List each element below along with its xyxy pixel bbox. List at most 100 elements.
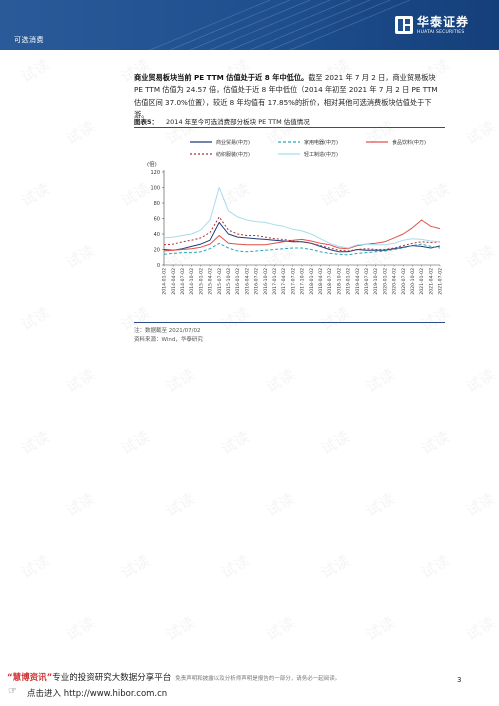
x-tick-label: 2016-10-02 [263,268,269,295]
figure-rule-bottom [134,322,445,323]
watermark-text: 试读 [62,613,98,645]
x-tick-label: 2015-07-02 [217,268,223,295]
figure-caption: 2014 年至今可选消费部分板块 PE TTM 估值情况 [166,118,310,126]
footer-link[interactable]: 点击进入 http://www.hibor.com.cn [27,689,168,699]
watermark-text: 试读 [417,551,453,583]
page-header: 可选消费 华泰证券 HUATAI SECURITIES [0,0,499,50]
x-tick-label: 2019-04-02 [355,268,361,295]
x-tick-label: 2015-01-02 [198,268,204,295]
body-paragraph: 商业贸易板块当前 PE TTM 估值处于近 8 年中低位。截至 2021 年 7… [134,72,444,121]
watermark-text: 试读 [317,427,353,459]
watermark-text: 试读 [162,365,198,397]
watermark-text: 试读 [117,427,153,459]
footer-brand: “慧博资讯” [7,673,53,683]
x-tick-label: 2018-07-02 [327,268,333,295]
x-tick-label: 2020-01-02 [382,268,388,295]
footer-brand-line: “慧博资讯”专业的投资研究大数据分享平台 免责声明和披露以及分析师声明是报告的一部… [7,671,340,683]
x-tick-label: 2018-01-02 [309,268,315,295]
pe-ttm-chart: 商业贸易(中万) 家用电器(中万) 食品饮料(中万) 纺织服装(中万) 轻工制造(中万)… [147,139,444,295]
legend-label: 食品饮料(中万) [392,139,426,146]
series-line [163,216,441,252]
watermark-text: 试读 [62,489,98,521]
figure-source: 资料来源：Wind，华泰研究 [134,337,203,343]
watermark-text: 试读 [17,427,53,459]
watermark-text: 试读 [462,241,498,273]
x-tick-label: 2016-04-02 [244,268,250,295]
legend-label: 商业贸易(中万) [216,139,250,146]
watermark-text: 试读 [362,613,398,645]
watermark-text: 试读 [362,365,398,397]
x-tick-label: 2021-04-02 [428,268,434,295]
series-line [163,219,441,252]
watermark-text: 试读 [462,365,498,397]
series-line [163,221,441,253]
watermark-text: 试读 [62,365,98,397]
y-tick-label: 40 [154,232,160,238]
x-tick-label: 2018-04-02 [318,268,324,295]
figure-title: 图表5： 2014 年至今可选消费部分板块 PE TTM 估值情况 [134,116,310,126]
figure-label: 图表5： [134,118,159,126]
watermark-text: 试读 [217,427,253,459]
watermark-text: 试读 [262,489,298,521]
legend-label: 纺织服装(中万) [216,151,250,158]
logo-icon [395,16,413,34]
figure-note: 注：数据截至 2021/07/02 [134,328,201,334]
huatai-logo: 华泰证券 HUATAI SECURITIES [395,13,490,39]
paragraph-lead: 商业贸易板块当前 PE TTM 估值处于近 8 年中低位。 [134,73,309,82]
series-line [163,242,441,256]
watermark-text: 试读 [62,117,98,149]
x-tick-label: 2014-07-02 [180,268,186,295]
x-tick-label: 2021-07-02 [438,268,444,295]
x-tick-label: 2014-01-02 [162,268,168,295]
figure-rule-top [134,127,445,128]
x-tick-label: 2019-07-02 [364,268,370,295]
legend-label: 轻工制造(中万) [304,151,338,158]
y-tick-label: 60 [154,216,160,222]
watermark-text: 试读 [117,551,153,583]
watermark-text: 试读 [217,551,253,583]
section-title: 可选消费 [14,36,44,44]
watermark-text: 试读 [462,613,498,645]
page-number: 3 [457,676,462,684]
watermark-text: 试读 [462,117,498,149]
header-decoration [150,0,410,50]
y-tick-label: 80 [154,201,160,207]
x-tick-label: 2017-01-02 [272,268,278,295]
watermark-text: 试读 [17,55,53,87]
watermark-text: 试读 [262,365,298,397]
x-tick-label: 2016-01-02 [235,268,241,295]
footer-slogan: 专业的投资研究大数据分享平台 [52,673,172,683]
x-tick-label: 2020-07-02 [401,268,407,295]
x-tick-label: 2018-10-02 [336,268,342,295]
x-tick-label: 2017-04-02 [281,268,287,295]
watermark-text: 试读 [462,489,498,521]
paragraph-text: 截至 2021 年 7 月 2 日，商业贸易板块 PE TTM 估值为 24.5… [134,73,438,119]
series-line [163,187,441,249]
watermark-text: 试读 [317,551,353,583]
logo-text-cn: 华泰证券 [417,15,470,29]
watermark-text: 试读 [417,427,453,459]
footer-disclaimer: 免责声明和披露以及分析师声明是报告的一部分，请务必一起阅读。 [175,676,341,682]
x-tick-label: 2019-10-02 [373,268,379,295]
x-tick-label: 2015-10-02 [226,268,232,295]
watermark-text: 试读 [262,613,298,645]
x-tick-label: 2014-10-02 [189,268,195,295]
x-tick-label: 2015-04-02 [208,268,214,295]
legend-label: 家用电器(中万) [304,139,338,146]
y-unit-label: (倍) [147,160,157,168]
watermark-text: 试读 [62,241,98,273]
logo-text-en: HUATAI SECURITIES [417,30,465,35]
watermark-text: 试读 [162,489,198,521]
y-tick-label: 100 [150,185,160,191]
x-tick-label: 2020-04-02 [392,268,398,295]
watermark-text: 试读 [17,551,53,583]
x-tick-label: 2021-01-02 [419,268,425,295]
x-tick-label: 2017-07-02 [290,268,296,295]
y-tick-label: 120 [150,170,160,176]
x-tick-label: 2014-04-02 [171,268,177,295]
x-tick-label: 2016-07-02 [254,268,260,295]
x-tick-label: 2017-10-02 [300,268,306,295]
watermark-text: 试读 [362,489,398,521]
watermark-text: 试读 [17,303,53,335]
pointer-hand-icon: ☞ [8,686,17,697]
